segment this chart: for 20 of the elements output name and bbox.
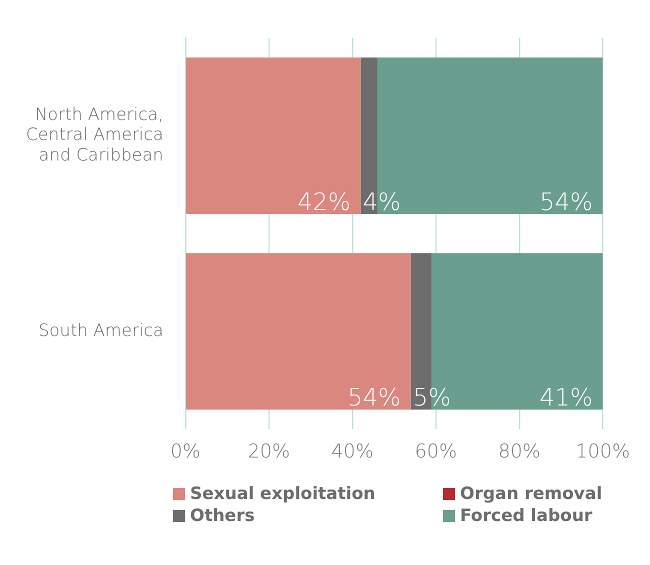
data-label: 42% [297, 188, 351, 216]
x-tick-label: 40% [331, 440, 374, 463]
x-tick-label: 60% [414, 440, 457, 463]
y-tick-label: South America [38, 320, 164, 341]
x-tick-label: 20% [248, 440, 290, 463]
legend-label: Sexual exploitation [190, 484, 376, 504]
legend-label: Forced labour [460, 506, 592, 526]
x-tick-label: 100% [576, 440, 630, 463]
y-tick-label: North America, Central America and Caribbean [26, 104, 164, 166]
data-label: 54% [347, 384, 401, 412]
legend-label: Others [190, 506, 255, 526]
data-label: 5% [412, 384, 451, 412]
data-label: 4% [362, 188, 401, 216]
bar [186, 58, 361, 214]
x-tick-label: 0% [170, 440, 201, 463]
x-tick-label: 80% [498, 440, 540, 463]
bar [186, 253, 411, 410]
data-label: 54% [539, 188, 593, 216]
legend-label: Organ removal [460, 484, 602, 504]
data-label: 41% [539, 384, 593, 412]
